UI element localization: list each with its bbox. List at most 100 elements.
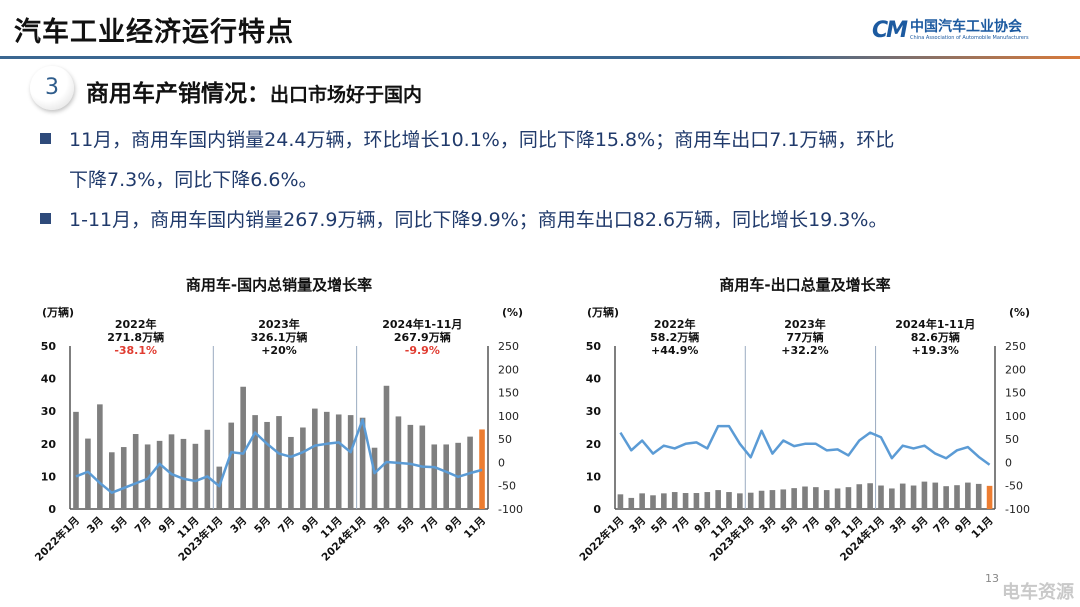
bar [335, 414, 342, 509]
bar [932, 482, 939, 509]
y-tick-label: 50 [41, 340, 57, 353]
bar [180, 438, 187, 509]
y-tick-label: 10 [586, 470, 602, 483]
annotation-total: 267.9万辆 [394, 330, 451, 344]
y2-tick-label: -50 [1005, 480, 1023, 493]
bar [144, 444, 151, 509]
x-tick-label: 5月 [909, 515, 930, 536]
bullet-text: 1-11月，商用车国内销量267.9万辆，同比下降9.9%；商用车出口82.6万… [69, 209, 888, 231]
annotation-growth: +20% [261, 344, 297, 357]
bar [715, 490, 721, 509]
y2-axis-unit-label: (%) [1009, 306, 1030, 319]
logo-en-text: China Association of Automobile Manufact… [910, 35, 1029, 41]
x-tick-label: 3月 [627, 515, 648, 536]
bullet-item: 1-11月，商用车国内销量267.9万辆，同比下降9.9%；商用车出口82.6万… [40, 200, 1050, 240]
annotation-growth: +32.2% [781, 344, 828, 357]
bar [132, 434, 139, 509]
bar [802, 486, 808, 509]
bar [359, 417, 366, 509]
y-tick-label: 30 [41, 405, 57, 418]
annotation-year: 2023年 [784, 317, 826, 331]
bar [910, 485, 917, 509]
annotation-total: 77万辆 [786, 330, 823, 344]
bar [288, 436, 294, 509]
header-divider [0, 56, 1080, 59]
annotation-growth: -9.9% [405, 344, 440, 357]
export-sales-chart: 商用车-出口总量及增长率 (万辆) (%) 0 10 20 30 40 50 -100 -50 0 50… [577, 276, 1030, 564]
bar [986, 485, 993, 509]
x-tick-label: 7月 [276, 515, 297, 536]
x-tick-label: 2022年1月 [577, 514, 627, 564]
section-subtitle: 出口市场好于国内 [270, 84, 423, 106]
bar [323, 411, 330, 509]
bar [383, 385, 390, 509]
y-tick-label: 30 [586, 405, 602, 418]
y-tick-label: 40 [41, 373, 57, 386]
y2-tick-label: -100 [1005, 503, 1030, 516]
bar [726, 492, 732, 509]
bar [813, 487, 819, 509]
bar [73, 411, 79, 509]
x-tick-label: 7月 [801, 515, 822, 536]
bar [639, 493, 645, 509]
y2-tick-label: 250 [498, 340, 519, 353]
x-tick-label: 5月 [779, 515, 800, 536]
bar [867, 483, 873, 509]
bar [479, 429, 485, 509]
bar [747, 492, 754, 509]
y-tick-label: 20 [41, 438, 57, 451]
y2-tick-label: -50 [498, 480, 516, 493]
y-tick-label: 50 [586, 340, 602, 353]
x-tick-label: 11月 [969, 515, 995, 541]
bar [758, 490, 765, 509]
bar [216, 466, 223, 509]
bar [431, 444, 438, 509]
page-title: 汽车工业经济运行特点 [14, 17, 294, 48]
bar [661, 493, 667, 509]
annotation-year: 2024年1-11月 [895, 317, 975, 331]
y2-tick-label: 200 [498, 363, 519, 376]
bar [120, 447, 127, 509]
bar [737, 493, 743, 509]
y-tick-label: 0 [48, 503, 56, 516]
bar [276, 416, 282, 509]
bar [617, 494, 624, 509]
annotation-total: 271.8万辆 [107, 330, 164, 344]
bar [823, 490, 830, 509]
bar [791, 488, 797, 509]
annotation-year: 2024年1-11月 [382, 317, 462, 331]
bar [168, 434, 175, 509]
annotation-growth: +19.3% [912, 344, 959, 357]
bar [85, 438, 91, 509]
watermark: 电车资源 [1002, 582, 1074, 603]
bullet-square-icon [40, 213, 51, 224]
section-title: 商用车产销情况：出口市场好于国内 [86, 74, 422, 108]
chart-title: 商用车-出口总量及增长率 [719, 276, 890, 294]
x-tick-label: 7月 [419, 515, 440, 536]
bar [921, 481, 928, 509]
annotation-year: 2023年 [258, 317, 300, 331]
bar [240, 386, 246, 509]
bar [965, 482, 971, 509]
y2-tick-label: 50 [1005, 433, 1019, 446]
bar [899, 483, 906, 509]
logo-cn-text: 中国汽车工业协会 [910, 19, 1023, 35]
bar [943, 486, 949, 509]
x-tick-label: 7月 [671, 515, 692, 536]
bar [97, 404, 103, 509]
y-axis-unit-label: (万辆) [587, 305, 619, 319]
x-tick-label: 7月 [133, 515, 154, 536]
y2-tick-label: 150 [498, 387, 519, 400]
bar [856, 484, 863, 509]
annotation-year: 2022年 [115, 317, 157, 331]
bar [650, 495, 656, 509]
bar [693, 493, 700, 509]
bar [264, 421, 270, 509]
y2-tick-label: 250 [1005, 340, 1026, 353]
annotation-total: 58.2万辆 [650, 330, 699, 344]
y2-tick-label: 0 [498, 456, 505, 469]
bar [704, 492, 711, 509]
section-number-badge: 3 [30, 66, 74, 110]
page-number: 13 [985, 572, 999, 585]
y-tick-label: 0 [593, 503, 601, 516]
